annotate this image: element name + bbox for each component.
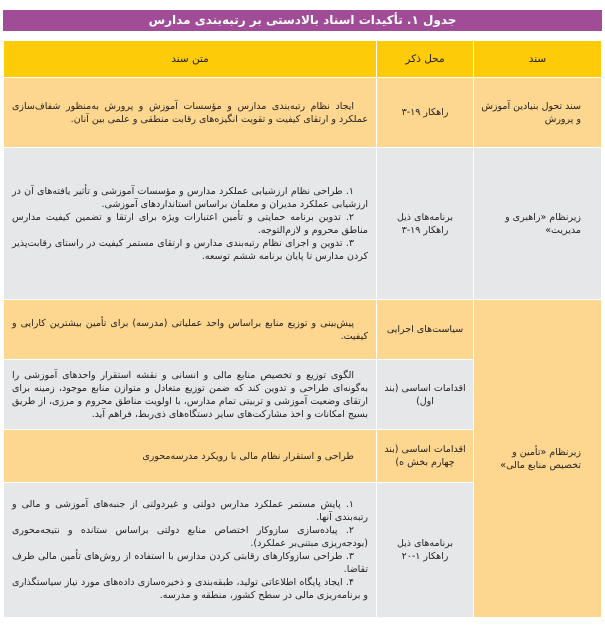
- text-item: پیش‌بینی و توزیع منابع براساس واحد عملیا…: [12, 317, 368, 342]
- header-text: متن سند: [3, 40, 377, 78]
- cell-text: ۱. طراحی نظام ارزشیابی عملکرد مدارس و مؤ…: [3, 147, 377, 300]
- cell-location: راهکار ۱۹-۳: [376, 77, 474, 148]
- text-item: ۲. تدوین برنامه حمایتی و تأمین اعتبارات …: [12, 211, 368, 236]
- table-row: سند تحول بنیادین آموزش و پرورش راهکار ۱۹…: [3, 77, 602, 148]
- cell-text: پیش‌بینی و توزیع منابع براساس واحد عملیا…: [3, 299, 377, 360]
- table-header-row: سند محل ذکر متن سند: [3, 40, 602, 78]
- table-row: زیرنظام «تأمین و تخصیص منابع مالی» سیاست…: [3, 299, 602, 618]
- cell-location: برنامه‌های ذیل راهکار ۱۹-۳: [376, 147, 474, 300]
- text-item: ۱. طراحی نظام ارزشیابی عملکرد مدارس و مؤ…: [12, 185, 368, 210]
- cell-location: سیاست‌های اجرایی: [376, 299, 474, 360]
- text-item: ۱. پایش مستمر عملکرد مدارس دولتی و غیردو…: [12, 499, 368, 523]
- cell-document: سند تحول بنیادین آموزش و پرورش: [473, 77, 602, 148]
- cell-text: ۱. پایش مستمر عملکرد مدارس دولتی و غیردو…: [3, 482, 377, 618]
- cell-text: طراحی و استقرار نظام مالی با رویکرد مدرس…: [3, 429, 377, 483]
- cell-location: اقدامات اساسی (بند اول): [376, 359, 474, 430]
- header-document: سند: [473, 40, 602, 78]
- text-item: طراحی و استقرار نظام مالی با رویکرد مدرس…: [142, 450, 354, 462]
- text-item: ۴. ایجاد پایگاه اطلاعاتی تولید، طبقه‌بند…: [12, 577, 368, 601]
- text-item: ایجاد نظام رتبه‌بندی مدارس و مؤسسات آموز…: [12, 100, 368, 125]
- table-title: جدول ۱. تأکیدات اسناد بالادستی بر رتبه‌ب…: [3, 10, 602, 31]
- header-location: محل ذکر: [376, 40, 474, 78]
- documents-table: سند محل ذکر متن سند سند تحول بنیادین آمو…: [3, 40, 602, 618]
- cell-location: برنامه‌های ذیل راهکار ۱-۲۰: [376, 482, 474, 618]
- text-item: ۳. تدوین و اجرای نظام رتبه‌بندی مدارس و …: [12, 237, 368, 262]
- cell-document: زیرنظام «تأمین و تخصیص منابع مالی»: [473, 299, 602, 618]
- cell-text: ایجاد نظام رتبه‌بندی مدارس و مؤسسات آموز…: [3, 77, 377, 148]
- table-row: زیرنظام «راهبری و مدیریت» برنامه‌های ذیل…: [3, 147, 602, 300]
- cell-text: الگوی توزیع و تخصیص منابع مالی و انسانی …: [3, 359, 377, 430]
- cell-document: زیرنظام «راهبری و مدیریت»: [473, 147, 602, 300]
- text-item: الگوی توزیع و تخصیص منابع مالی و انسانی …: [12, 369, 368, 420]
- cell-location: اقدامات اساسی (بند چهارم بخش ه): [376, 429, 474, 483]
- text-item: ۲. پیاده‌سازی سازوکار اختصاص منابع دولتی…: [12, 525, 368, 549]
- text-item: ۳. طراحی سازوکارهای رقابتی کردن مدارس با…: [12, 551, 368, 575]
